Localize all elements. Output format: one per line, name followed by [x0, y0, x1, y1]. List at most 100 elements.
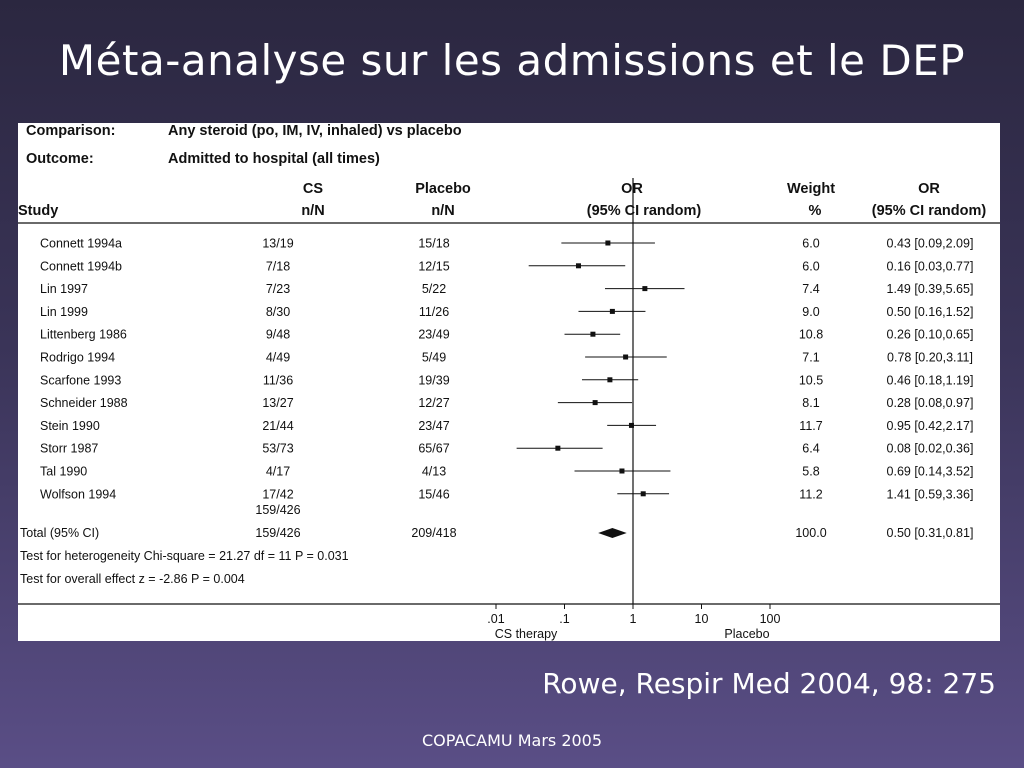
point-estimate [607, 377, 613, 383]
total-cs: 159/426 [255, 526, 300, 540]
study-placebo: 23/49 [418, 328, 449, 342]
study-row: Schneider 1988 13/27 12/27 8.1 0.28 [0.08,0.… [40, 396, 973, 410]
study-placebo: 15/46 [418, 487, 449, 501]
study-cs: 21/44 [262, 419, 293, 433]
study-weight: 9.0 [802, 305, 819, 319]
point-estimate [623, 354, 629, 360]
study-weight: 10.8 [799, 328, 823, 342]
study-cs: 17/42 [262, 487, 293, 501]
study-or-text: 0.16 [0.03,0.77] [887, 259, 974, 273]
study-row: Stein 1990 21/44 23/47 11.7 0.95 [0.42,2.17] [40, 419, 973, 433]
point-estimate [555, 445, 561, 451]
study-name: Scarfone 1993 [40, 373, 121, 387]
study-row: Wolfson 1994 17/42 15/46 11.2 1.41 [0.59,3.3… [40, 487, 973, 501]
study-weight: 11.7 [799, 419, 822, 433]
study-weight: 6.0 [802, 237, 819, 251]
study-name: Tal 1990 [40, 465, 87, 479]
study-row: Rodrigo 1994 4/49 5/49 7.1 0.78 [0.20,3.11] [40, 351, 973, 365]
study-placebo: 12/27 [418, 396, 449, 410]
study-placebo: 12/15 [418, 259, 449, 273]
study-name: Lin 1997 [40, 282, 88, 296]
study-cs: 9/48 [266, 328, 290, 342]
study-cs: 13/27 [262, 396, 293, 410]
subtotal-cs: 159/426 [255, 503, 300, 517]
study-weight: 10.5 [799, 373, 823, 387]
total-placebo: 209/418 [411, 526, 456, 540]
study-name: Storr 1987 [40, 442, 98, 456]
point-estimate [592, 400, 598, 406]
slide-title: Méta-analyse sur les admissions et le DE… [58, 36, 966, 85]
study-or-text: 0.95 [0.42,2.17] [887, 419, 974, 433]
header-cs: CS [303, 181, 323, 197]
study-name: Littenberg 1986 [40, 328, 127, 342]
study-or-text: 1.49 [0.39,5.65] [887, 282, 974, 296]
study-placebo: 4/13 [422, 465, 446, 479]
study-placebo: 5/22 [422, 282, 446, 296]
point-estimate [628, 422, 634, 428]
header-or-sub: (95% CI random) [587, 203, 702, 219]
study-placebo: 23/47 [418, 419, 449, 433]
axis-tick-label: .1 [559, 612, 569, 626]
header-or2-sub: (95% CI random) [872, 203, 987, 219]
axis-label-left: CS therapy [495, 627, 558, 641]
total-label: Total (95% CI) [20, 526, 99, 540]
total-or-text: 0.50 [0.31,0.81] [887, 526, 974, 540]
study-weight: 5.8 [802, 465, 819, 479]
study-cs: 8/30 [266, 305, 290, 319]
forest-plot: Comparison: Any steroid (po, IM, IV, inh… [18, 123, 1000, 641]
axis-tick-label: 100 [760, 612, 781, 626]
header-weight: Weight [787, 181, 835, 197]
point-estimate [575, 263, 581, 269]
study-weight: 6.0 [802, 259, 819, 273]
study-row: Connett 1994a 13/19 15/18 6.0 0.43 [0.09,2.0… [40, 237, 973, 251]
study-or-text: 0.78 [0.20,3.11] [887, 351, 973, 365]
slide-footer: COPACAMU Mars 2005 [421, 731, 603, 750]
total-weight: 100.0 [795, 526, 826, 540]
outcome-label: Outcome: [26, 151, 94, 167]
study-name: Schneider 1988 [40, 396, 128, 410]
axis-label-right: Placebo [724, 627, 769, 641]
point-estimate [640, 491, 646, 497]
study-cs: 53/73 [262, 442, 293, 456]
study-or-text: 1.41 [0.59,3.36] [887, 487, 974, 501]
header-study: Study [18, 203, 58, 219]
study-name: Rodrigo 1994 [40, 351, 115, 365]
study-cs: 4/49 [266, 351, 290, 365]
header-cs-sub: n/N [301, 203, 324, 219]
comparison-label: Comparison: [26, 123, 115, 139]
study-or-text: 0.43 [0.09,2.09] [887, 237, 974, 251]
point-estimate [619, 468, 625, 474]
study-row: Lin 1999 8/30 11/26 9.0 0.50 [0.16,1.52] [40, 305, 973, 319]
study-or-text: 0.69 [0.14,3.52] [887, 465, 974, 479]
outcome-value: Admitted to hospital (all times) [168, 151, 380, 167]
study-name: Stein 1990 [40, 419, 100, 433]
study-placebo: 5/49 [422, 351, 446, 365]
study-or-text: 0.26 [0.10,0.65] [887, 328, 974, 342]
study-cs: 13/19 [262, 237, 293, 251]
study-weight: 6.4 [802, 442, 819, 456]
study-or-text: 0.46 [0.18,1.19] [887, 373, 974, 387]
axis-tick-label: 10 [695, 612, 709, 626]
study-or-text: 0.50 [0.16,1.52] [887, 305, 974, 319]
header-or2: OR [918, 181, 940, 197]
study-name: Connett 1994a [40, 237, 122, 251]
study-row: Connett 1994b 7/18 12/15 6.0 0.16 [0.03,0.77… [40, 259, 973, 273]
axis-tick-label: 1 [630, 612, 637, 626]
study-name: Wolfson 1994 [40, 487, 116, 501]
header-weight-sub: % [809, 203, 822, 219]
study-placebo: 15/18 [418, 237, 449, 251]
pooled-diamond [598, 528, 627, 538]
header-placebo: Placebo [415, 181, 471, 197]
study-weight: 11.2 [799, 487, 822, 501]
point-estimate [609, 308, 615, 314]
point-estimate [605, 240, 611, 246]
study-cs: 4/17 [266, 465, 290, 479]
point-estimate [590, 331, 596, 337]
axis-tick-label: .01 [487, 612, 504, 626]
study-cs: 7/18 [266, 259, 290, 273]
study-name: Lin 1999 [40, 305, 88, 319]
study-placebo: 11/26 [419, 305, 449, 319]
study-weight: 8.1 [802, 396, 819, 410]
heterogeneity-test: Test for heterogeneity Chi-square = 21.2… [20, 549, 349, 563]
study-name: Connett 1994b [40, 259, 122, 273]
